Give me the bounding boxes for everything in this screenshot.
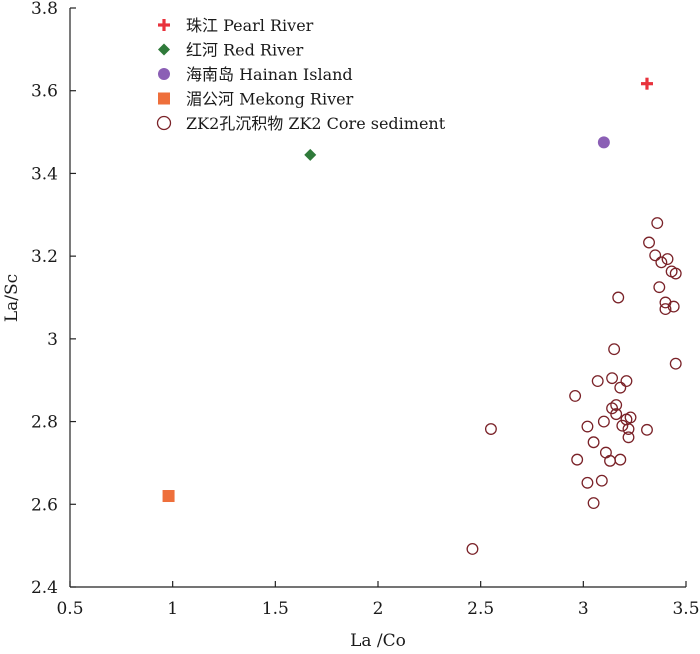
data-point [581, 420, 594, 433]
data-point [659, 303, 672, 316]
x-tick-label: 0.5 [56, 599, 83, 619]
legend-marker [158, 68, 170, 80]
legend-item: 珠江 Pearl River [158, 16, 314, 35]
y-axis-title: La/Sc [2, 274, 22, 322]
data-point [304, 148, 317, 161]
x-tick-label: 2.5 [467, 599, 494, 619]
data-point [667, 300, 680, 313]
legend-label: ZK2孔沉积物 ZK2 Core sediment [186, 114, 446, 133]
x-tick-label: 3.5 [672, 599, 699, 619]
data-point [597, 136, 610, 149]
legend-marker [158, 92, 170, 105]
data-point [597, 415, 610, 428]
data-point [651, 217, 664, 230]
axes: 0.5 1 1.5 2 2.5 3 3.5 2.4 2.6 2.8 3 3.2 3.4 3.6 3.8 [31, 0, 700, 619]
y-tick-label: 3 [47, 330, 58, 350]
data-point [610, 399, 623, 411]
legend-label: 珠江 Pearl River [186, 16, 314, 35]
data-point [595, 474, 608, 487]
x-axis-title: La /Co [350, 631, 406, 651]
data-point [587, 497, 600, 509]
data-point [649, 249, 662, 262]
data-point [669, 267, 682, 280]
data-points [162, 77, 682, 555]
legend-item: 海南岛 Hainan Island [158, 65, 353, 84]
legend-item: 湄公河 Mekong River [158, 90, 354, 109]
data-point [624, 411, 637, 424]
data-point [610, 408, 623, 421]
legend-marker [158, 43, 170, 56]
x-tick-label: 1.5 [262, 599, 289, 619]
data-point [655, 256, 668, 269]
legend-label: 湄公河 Mekong River [186, 90, 354, 109]
legend: 珠江 Pearl River 红河 Red River 海南岛 Hainan Isl… [156, 16, 446, 133]
legend-item: 红河 Red River [158, 41, 304, 60]
data-point [484, 423, 497, 435]
data-point [622, 423, 635, 435]
y-tick-label: 2.4 [31, 578, 58, 598]
data-point [604, 454, 616, 467]
y-tick-label: 3.4 [31, 164, 58, 184]
data-point [608, 343, 621, 356]
legend-marker [156, 115, 172, 131]
data-point [614, 453, 627, 466]
data-point [661, 253, 674, 265]
y-tick-label: 3.8 [31, 0, 58, 19]
data-point [606, 372, 619, 385]
y-tick-label: 2.6 [31, 495, 58, 515]
data-point [466, 543, 479, 555]
data-point [614, 381, 627, 394]
data-point [569, 389, 582, 402]
y-tick-label: 2.8 [31, 413, 58, 433]
data-point [581, 476, 594, 489]
legend-label: 海南岛 Hainan Island [186, 65, 353, 84]
data-point [640, 77, 653, 90]
x-tick-label: 1 [167, 599, 178, 619]
data-point [641, 423, 653, 436]
data-point [616, 419, 629, 432]
data-point [612, 291, 625, 304]
data-point [587, 436, 600, 449]
data-point [162, 490, 175, 503]
legend-marker [158, 19, 170, 31]
legend-label: 红河 Red River [186, 41, 304, 60]
data-point [599, 446, 612, 459]
legend-item: ZK2孔沉积物 ZK2 Core sediment [156, 114, 446, 133]
x-tick-label: 3 [578, 599, 589, 619]
data-point [591, 375, 604, 387]
y-tick-label: 3.2 [31, 247, 58, 267]
data-point [653, 281, 666, 294]
data-point [622, 431, 635, 444]
x-tick-label: 2 [373, 599, 384, 619]
data-point [669, 357, 682, 370]
data-point [571, 453, 584, 466]
y-tick-label: 3.6 [31, 82, 58, 102]
data-point [620, 375, 633, 387]
data-point [643, 236, 655, 249]
